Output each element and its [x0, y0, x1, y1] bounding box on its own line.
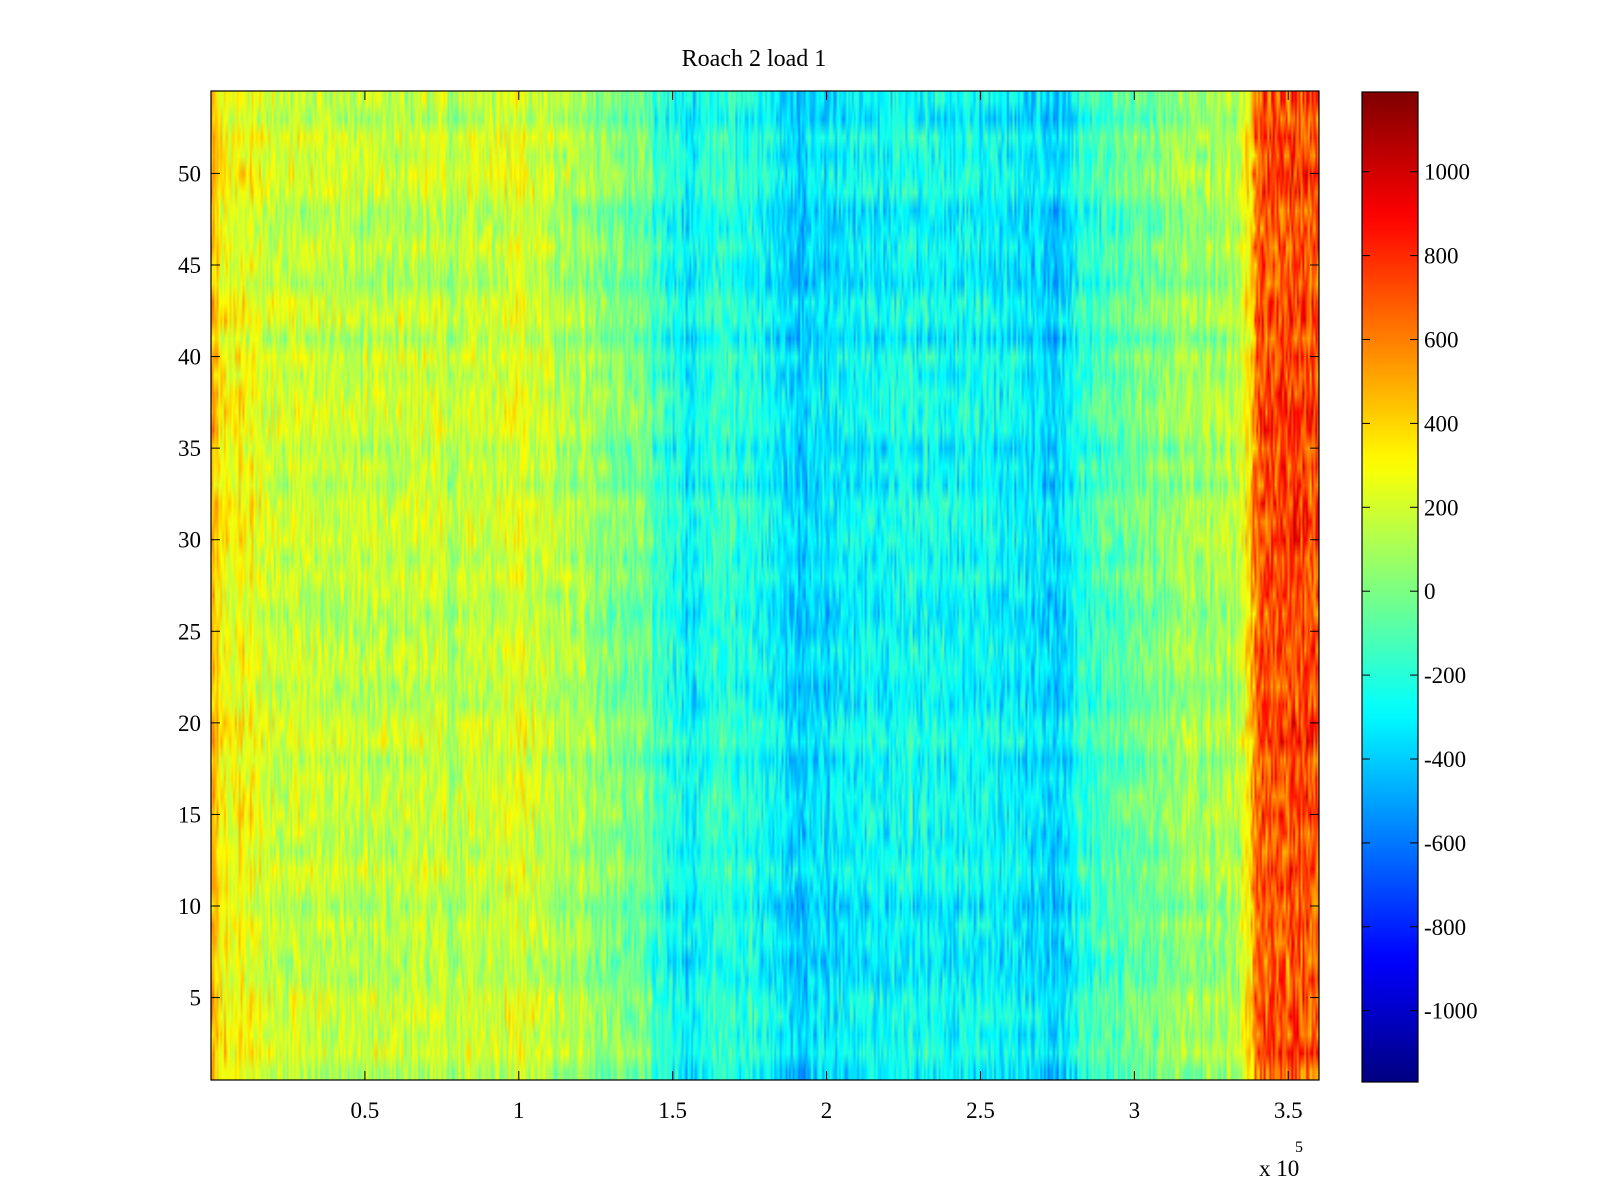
y-tick-label: 25: [178, 619, 201, 644]
y-tick-label: 5: [190, 986, 202, 1011]
colorbar-gradient: [1362, 92, 1418, 1082]
x-axis: 0.5 1 1.5 2 2.5 3 3.5: [351, 91, 1303, 1123]
colorbar-tick-label: -800: [1424, 915, 1466, 940]
y-tick-label: 50: [178, 161, 201, 186]
x-tick-label: 1: [513, 1098, 525, 1123]
y-tick-label: 35: [178, 436, 201, 461]
x-axis-multiplier: x 10: [1259, 1156, 1299, 1181]
x-axis-multiplier-exponent: 5: [1295, 1139, 1303, 1156]
heatmap-plot-area: [210, 90, 1320, 1081]
y-tick-label: 20: [178, 711, 201, 736]
y-tick-label: 45: [178, 253, 201, 278]
x-tick-label: 2: [821, 1098, 833, 1123]
colorbar-tick-label: -400: [1424, 747, 1466, 772]
colorbar: 1000 800 600 400 200 0 -200 -400 -600 -800 -1000: [1361, 91, 1478, 1083]
colorbar-tick-label: 600: [1424, 328, 1459, 353]
plot-frame: [210, 90, 1320, 1081]
y-axis: 5 10 15 20 25 30 35 40 45 50: [178, 161, 1319, 1011]
y-tick-label: 30: [178, 528, 201, 553]
colorbar-tick-label: 800: [1424, 244, 1459, 269]
colorbar-tick-label: 1000: [1424, 160, 1470, 185]
y-tick-label: 10: [178, 894, 201, 919]
colorbar-tick-label: 0: [1424, 579, 1436, 604]
heatmap-cells: [211, 91, 1319, 1080]
colorbar-frame: [1361, 91, 1419, 1083]
colorbar-tick-label: 200: [1424, 495, 1459, 520]
x-tick-label: 3.5: [1274, 1098, 1303, 1123]
x-tick-label: 3: [1129, 1098, 1141, 1123]
x-tick-label: 2.5: [966, 1098, 995, 1123]
y-tick-label: 40: [178, 345, 201, 370]
colorbar-tick-label: -1000: [1424, 999, 1478, 1024]
x-tick-label: 1.5: [658, 1098, 687, 1123]
chart-title: Roach 2 load 1: [682, 46, 827, 72]
colorbar-tick-label: 400: [1424, 411, 1459, 436]
y-tick-label: 15: [178, 802, 201, 827]
colorbar-axis: 1000 800 600 400 200 0 -200 -400 -600 -800 -1000: [1362, 160, 1478, 1024]
colorbar-tick-label: -600: [1424, 831, 1466, 856]
x-tick-label: 0.5: [351, 1098, 380, 1123]
colorbar-tick-label: -200: [1424, 663, 1466, 688]
